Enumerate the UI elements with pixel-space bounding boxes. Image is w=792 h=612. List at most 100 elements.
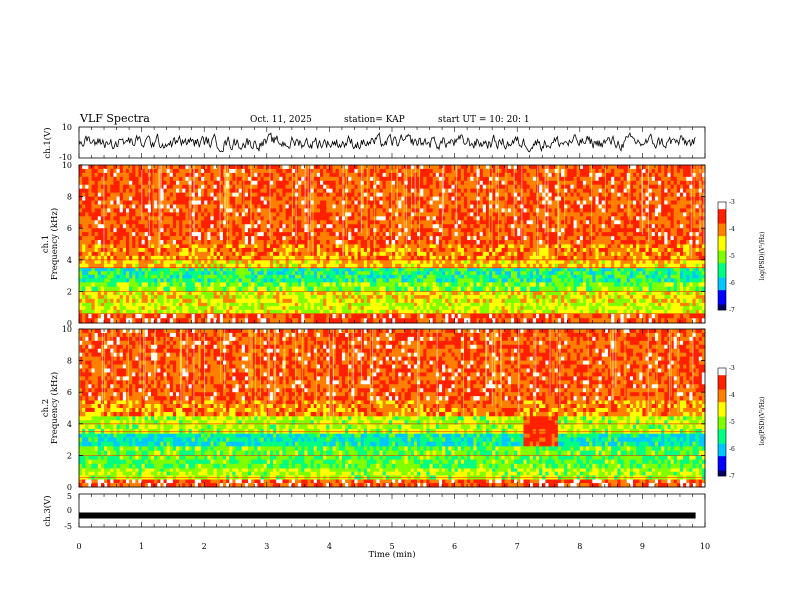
- spectrogram-cell: [645, 176, 650, 182]
- spectrogram-cell: [582, 244, 587, 249]
- spectrogram-cell: [376, 168, 380, 174]
- spectrogram-cell: [645, 274, 650, 279]
- spectrogram-cell: [238, 302, 243, 307]
- spectrogram-cell: [266, 165, 271, 170]
- spectrogram-cell: [213, 259, 218, 265]
- spectrogram-cell: [592, 259, 596, 265]
- spectrogram-cell: [614, 255, 618, 261]
- spectrogram-cell: [407, 176, 412, 182]
- spectrogram-cell: [661, 247, 665, 253]
- spectrogram-cell: [498, 255, 502, 261]
- spectrogram-cell: [595, 291, 599, 296]
- spectrogram-cell: [438, 271, 443, 276]
- spectrogram-cell: [113, 247, 117, 253]
- spectrogram-cell: [276, 281, 280, 288]
- spectrogram-cell: [316, 295, 321, 300]
- spectrogram-cell: [438, 180, 443, 186]
- spectrogram-cell: [338, 298, 343, 303]
- spectrogram-cell: [354, 281, 358, 288]
- spectrogram-cell: [188, 255, 193, 261]
- spectrogram-cell: [504, 313, 509, 319]
- spectrogram-cell: [229, 302, 233, 307]
- spectrogram-cell: [485, 244, 490, 249]
- spectrogram-cell: [363, 295, 368, 300]
- spectrogram-cell: [573, 306, 578, 311]
- spectrogram-cell: [557, 176, 562, 182]
- spectrogram-cell: [504, 295, 509, 300]
- spectrogram-cell: [226, 278, 230, 283]
- spectrogram-cell: [645, 172, 650, 178]
- spectrogram-cell: [163, 176, 168, 182]
- spectrogram-cell: [451, 168, 455, 174]
- spectrogram-cell: [379, 286, 384, 292]
- spectrogram-cell: [683, 168, 687, 174]
- spectrogram-cell: [592, 286, 596, 292]
- spectrogram-cell: [207, 278, 211, 283]
- spectrogram-cell: [119, 176, 124, 182]
- spectrogram-cell: [197, 165, 202, 170]
- spectrogram-cell: [479, 255, 484, 261]
- spectrogram-cell: [298, 298, 302, 303]
- spectrogram-cell: [392, 172, 396, 178]
- spectrogram-cell: [567, 180, 571, 186]
- spectrogram-cell: [282, 165, 286, 170]
- spectrogram-cell: [135, 251, 139, 257]
- spectrogram-cell: [658, 295, 662, 300]
- spectrogram-cell: [288, 271, 293, 276]
- spectrogram-cell: [276, 255, 280, 261]
- spectrogram-cell: [485, 313, 490, 319]
- spectrogram-cell: [410, 247, 415, 253]
- spectrogram-cell: [445, 168, 449, 174]
- spectrogram-cell: [213, 180, 218, 186]
- spectrogram-cell: [695, 263, 700, 269]
- spectrogram-cell: [382, 255, 387, 261]
- spectrogram-cell: [517, 309, 521, 314]
- spectrogram-cell: [470, 172, 474, 178]
- spectrogram-cell: [542, 318, 546, 324]
- spectrogram-cell: [276, 168, 280, 174]
- spectrogram-cell: [85, 259, 89, 265]
- spectrogram-cell: [185, 247, 189, 253]
- spectrogram-cell: [510, 172, 515, 178]
- spectrogram-cell: [298, 259, 302, 265]
- spectrogram-cell: [392, 286, 396, 292]
- spectrogram-cell: [651, 259, 656, 265]
- spectrogram-cell: [288, 180, 293, 186]
- spectrogram-cell: [686, 259, 690, 265]
- spectrogram-cell: [636, 291, 640, 296]
- spectrogram-cell: [557, 267, 562, 272]
- spectrogram-cell: [517, 286, 521, 292]
- spectrogram-cell: [564, 165, 568, 170]
- spectrogram-cell: [651, 247, 656, 253]
- spectrogram-cell: [176, 318, 180, 324]
- spectrogram-cell: [564, 180, 568, 186]
- spectrogram-cell: [254, 255, 258, 261]
- spectrogram-cell: [88, 309, 92, 314]
- spectrogram-cell: [429, 306, 434, 311]
- spectrogram-cell: [495, 274, 499, 279]
- spectrogram-cell: [492, 168, 496, 174]
- spectrogram-cell: [529, 291, 534, 296]
- figure-title: VLF Spectra: [79, 112, 150, 125]
- spectrogram-cell: [122, 309, 127, 314]
- spectrogram-cell: [514, 286, 518, 292]
- spectrogram-cell: [564, 281, 568, 288]
- spectrogram-cell: [266, 259, 271, 265]
- spectrogram-cell: [554, 274, 559, 279]
- spectrogram-cell: [673, 295, 678, 300]
- spectrogram-cell: [204, 247, 208, 253]
- spectrogram-cell: [514, 244, 518, 249]
- spectrogram-cell: [222, 244, 227, 249]
- spectrogram-cell: [554, 251, 559, 257]
- spectrogram-cell: [689, 295, 693, 300]
- spectrogram-cell: [160, 298, 164, 303]
- spectrogram-cell: [97, 168, 102, 174]
- spectrogram-cell: [201, 306, 205, 311]
- spectrogram-cell: [489, 274, 493, 279]
- spectrogram-cell: [320, 295, 324, 300]
- spectrogram-cell: [179, 313, 183, 319]
- spectrogram-cell: [448, 298, 452, 303]
- spectrogram-cell: [670, 165, 675, 170]
- spectrogram-cell: [157, 267, 161, 272]
- spectrogram-cell: [335, 271, 340, 276]
